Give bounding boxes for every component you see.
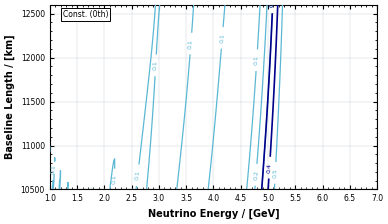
Text: 0.3: 0.3 (270, 0, 275, 7)
X-axis label: Neutrino Energy / [GeV]: Neutrino Energy / [GeV] (147, 209, 279, 219)
Text: 0.1: 0.1 (135, 170, 141, 180)
Text: 0.1: 0.1 (188, 39, 194, 49)
Text: 0.4: 0.4 (267, 163, 272, 173)
Text: Const. (0th): Const. (0th) (63, 10, 108, 19)
Text: 0.5: 0.5 (272, 168, 278, 178)
Text: 0.2: 0.2 (253, 170, 259, 180)
Text: 0.1: 0.1 (153, 60, 158, 70)
Text: 0.1: 0.1 (219, 33, 225, 43)
Text: 0.1: 0.1 (254, 55, 260, 65)
Y-axis label: Baseline Length / [km]: Baseline Length / [km] (5, 35, 15, 159)
Text: 0.1: 0.1 (111, 174, 117, 185)
Text: 0.3: 0.3 (270, 0, 275, 7)
Text: 0.1: 0.1 (51, 164, 57, 174)
